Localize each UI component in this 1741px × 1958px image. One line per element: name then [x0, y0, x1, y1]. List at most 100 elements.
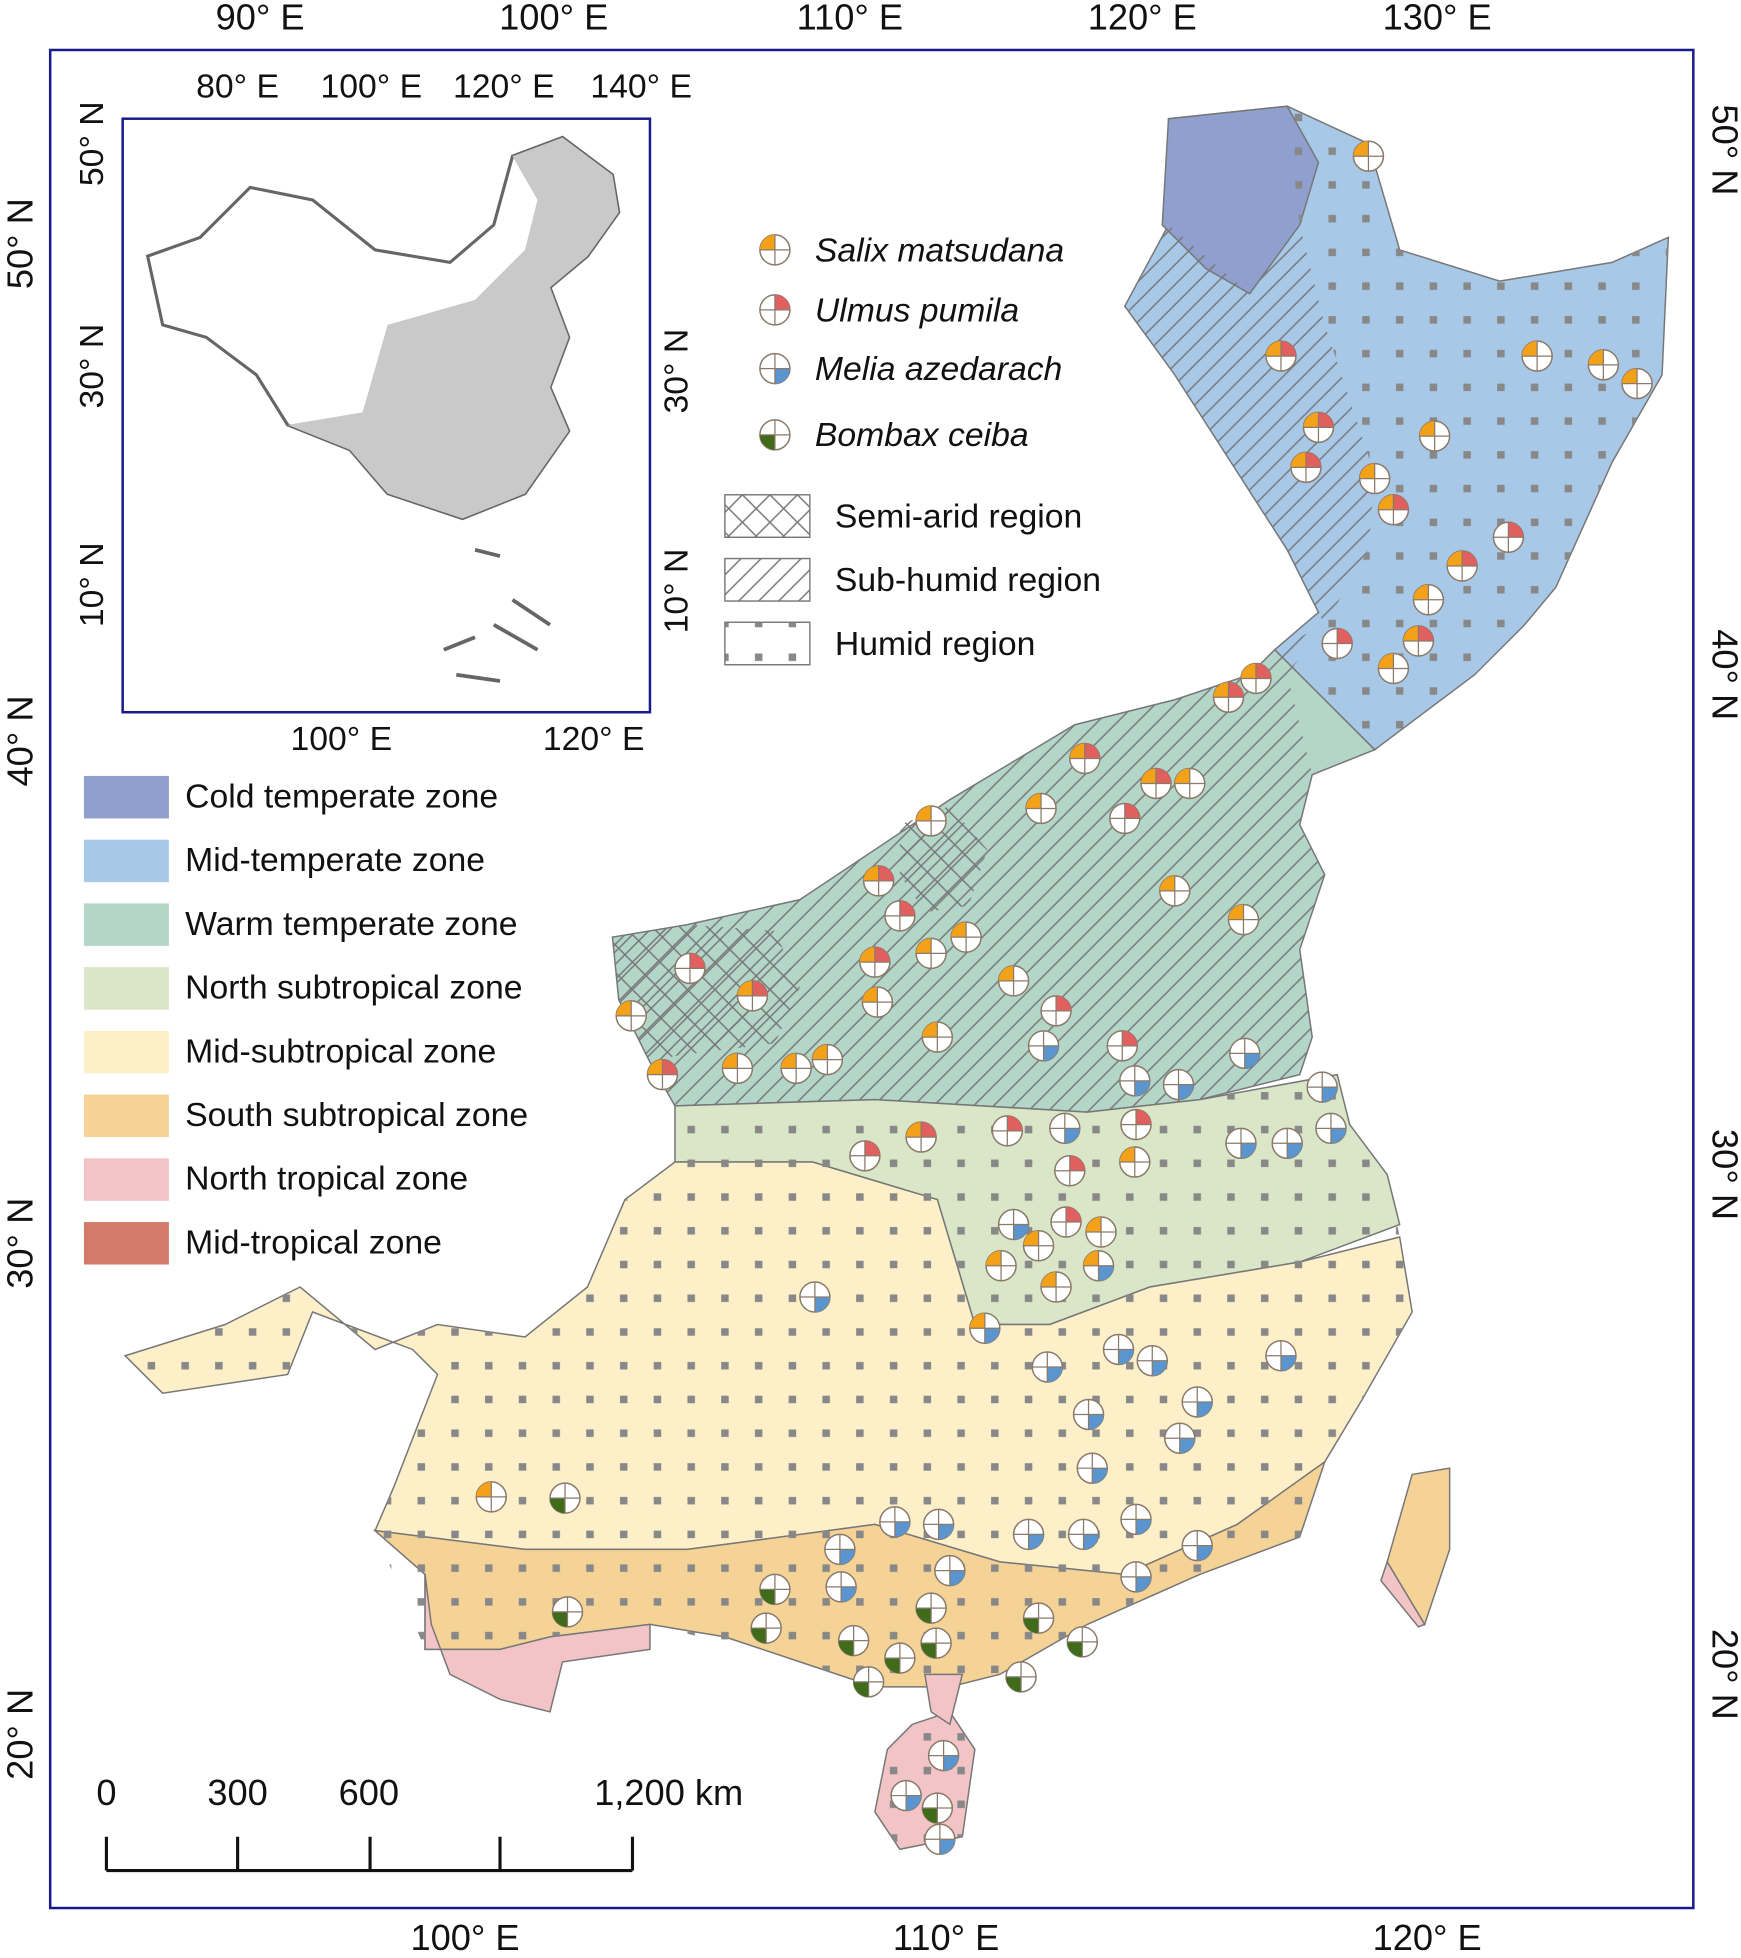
- marker-cross: [923, 1509, 954, 1540]
- marker-cross: [1006, 1661, 1037, 1692]
- species-quadrant: [899, 900, 915, 916]
- marker-cross: [906, 1122, 937, 1153]
- marker-cross: [1622, 368, 1653, 399]
- species-quadrant: [812, 1044, 828, 1060]
- species-quadrant: [1447, 551, 1463, 567]
- scale-line: [104, 1836, 635, 1873]
- inset-top-label: 140° E: [590, 68, 692, 106]
- marker-cross: [824, 1534, 855, 1565]
- scale-label: 0: [96, 1772, 116, 1813]
- species-quadrant: [1378, 653, 1394, 669]
- region-swatch-pattern: [724, 621, 811, 666]
- marker-cross: [1068, 1519, 1099, 1550]
- marker-cross: [916, 938, 947, 969]
- inset-left-label: 10° N: [73, 542, 111, 627]
- top-axis-label: 120° E: [1088, 0, 1197, 38]
- marker-cross: [1303, 412, 1334, 443]
- marker-cross: [759, 353, 790, 384]
- left-axis-label: 30° N: [0, 1198, 40, 1289]
- species-quadrant: [984, 1328, 1000, 1344]
- species-quadrant: [1067, 1641, 1083, 1657]
- marker-cross: [674, 953, 705, 984]
- marker-cross: [1378, 494, 1409, 525]
- zone-swatch: [83, 903, 169, 946]
- region-legend-label: Semi-arid region: [835, 497, 1082, 535]
- marker-cross: [1121, 1109, 1152, 1140]
- legend: Salix matsudana Ulmus pumila Melia azedara…: [83, 231, 1101, 1265]
- bottom-axis-label: 100° E: [410, 1917, 519, 1958]
- top-axis-label: 90° E: [216, 0, 305, 38]
- species-quadrant: [1413, 584, 1429, 600]
- species-quadrant: [1026, 793, 1042, 809]
- marker-cross: [853, 1666, 884, 1697]
- species-quadrant: [1280, 341, 1296, 357]
- species-quadrant: [662, 1059, 678, 1075]
- zone-swatch: [83, 1158, 169, 1201]
- species-quadrant: [1041, 1272, 1057, 1288]
- species-quadrant: [1136, 1576, 1152, 1592]
- species-quadrant: [986, 1250, 1002, 1266]
- bottom-axis-label: 110° E: [893, 1917, 999, 1958]
- marker-cross: [1107, 1030, 1138, 1061]
- species-quadrant: [1092, 1468, 1108, 1484]
- species-quadrant: [951, 922, 967, 938]
- region-swatch-pattern: [724, 557, 811, 602]
- marker-cross: [1315, 1113, 1346, 1144]
- zone-swatch: [83, 775, 169, 819]
- inset-bottom-label: 100° E: [291, 720, 393, 758]
- species-quadrant: [862, 987, 878, 1003]
- species-quadrant: [647, 1059, 663, 1075]
- marker-cross: [751, 1613, 782, 1644]
- species-quadrant: [1255, 663, 1271, 679]
- species-quadrant: [884, 1658, 900, 1674]
- marker-cross: [969, 1313, 1000, 1344]
- marker-cross: [812, 1044, 843, 1075]
- marker-cross: [1413, 584, 1444, 615]
- species-quadrant: [1305, 452, 1321, 468]
- scale-label: 1,200 km: [594, 1772, 743, 1813]
- inset-top-label: 120° E: [453, 68, 555, 106]
- species-quadrant: [1119, 1147, 1135, 1163]
- marker-cross: [1182, 1530, 1213, 1561]
- zone-swatch: [83, 967, 169, 1010]
- marker-cross: [986, 1250, 1017, 1281]
- species-quadrant: [759, 234, 775, 250]
- species-quadrant: [1228, 904, 1244, 920]
- species-quadrant: [1043, 1045, 1059, 1061]
- marker-cross: [737, 980, 768, 1011]
- species-quadrant: [1122, 1030, 1138, 1046]
- marker-cross: [1041, 1272, 1072, 1303]
- left-axis-label: 40° N: [0, 695, 40, 786]
- marker-cross: [1032, 1351, 1063, 1382]
- species-quadrant: [916, 1608, 932, 1624]
- species-quadrant: [1240, 1143, 1256, 1159]
- species-legend-label: Ulmus pumila: [815, 291, 1019, 329]
- marker-cross: [722, 1053, 753, 1084]
- species-quadrant: [1118, 1349, 1134, 1365]
- marker-cross: [1109, 803, 1140, 834]
- scale-label: 300: [207, 1772, 267, 1813]
- marker-cross: [1272, 1128, 1303, 1159]
- marker-cross: [838, 1625, 869, 1656]
- marker-cross: [759, 1574, 790, 1605]
- species-quadrant: [759, 434, 775, 450]
- species-quadrant: [969, 1313, 985, 1329]
- species-quadrant: [894, 1521, 910, 1537]
- marker-cross: [647, 1059, 678, 1090]
- marker-cross: [1121, 1561, 1152, 1592]
- marker-cross: [1265, 341, 1296, 372]
- marker-cross: [549, 1483, 580, 1514]
- species-quadrant: [1622, 368, 1638, 384]
- species-quadrant: [1069, 1155, 1085, 1171]
- species-quadrant: [1179, 1438, 1195, 1454]
- marker-cross: [1174, 768, 1205, 799]
- species-quadrant: [853, 1681, 869, 1697]
- species-quadrant: [1265, 341, 1281, 357]
- marker-cross: [1353, 141, 1384, 172]
- marker-cross: [1023, 1603, 1054, 1634]
- marker-cross: [1419, 421, 1450, 452]
- species-legend-label: Salix matsudana: [815, 231, 1064, 269]
- species-quadrant: [838, 1640, 854, 1656]
- species-quadrant: [1152, 1360, 1168, 1376]
